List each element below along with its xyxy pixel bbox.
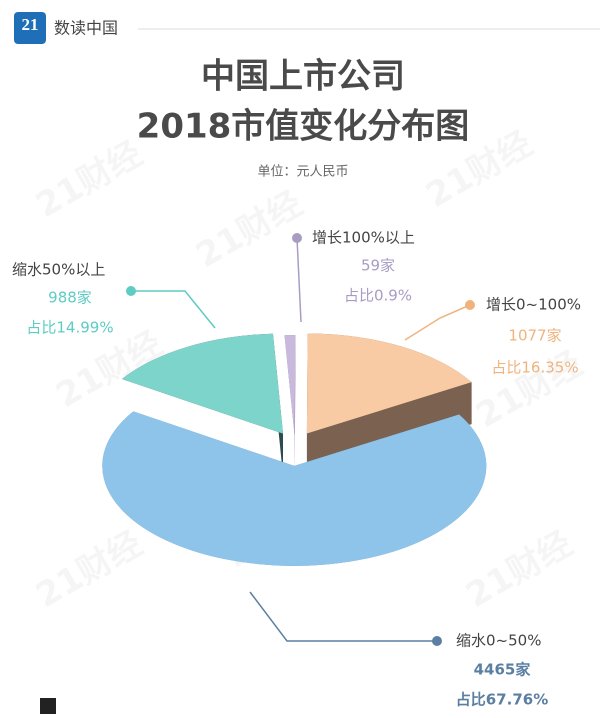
- leader-dot: [432, 636, 442, 646]
- leader-dot: [465, 300, 475, 310]
- leader-line: [249, 591, 437, 642]
- qr-code: [40, 698, 56, 714]
- slice: [306, 333, 472, 434]
- value-label: 占比14.99%: [26, 319, 113, 337]
- watermark: 21财经: [459, 524, 579, 616]
- slice: [284, 335, 296, 436]
- title-line: 中国上市公司: [201, 57, 405, 97]
- logo: 21: [22, 15, 39, 34]
- watermark: 21财经: [29, 524, 149, 616]
- count-label: 59家: [361, 257, 395, 275]
- count-label: 988家: [48, 289, 92, 307]
- category-label: 缩水0~50%: [456, 632, 541, 650]
- leader-dot: [292, 233, 302, 243]
- count-label: 1077家: [508, 327, 561, 345]
- value-label: 占比67.76%: [456, 691, 548, 709]
- watermark: 21财经: [29, 134, 149, 226]
- title-line: 2018市值变化分布图: [137, 107, 470, 147]
- count-label: 4465家: [474, 661, 531, 679]
- leader-line: [131, 290, 216, 329]
- watermark: 21财经: [189, 184, 309, 276]
- slice: [102, 411, 487, 566]
- brand: 数读中国: [54, 19, 118, 38]
- category-label: 增长0~100%: [486, 296, 581, 314]
- leader-line: [404, 304, 471, 341]
- category-label: 缩水50%以上: [12, 261, 105, 279]
- value-label: 占比0.9%: [344, 287, 412, 305]
- leader-line: [296, 237, 302, 323]
- category-label: 增长100%以上: [312, 229, 415, 247]
- logo-box: [14, 12, 46, 44]
- unit-note: 单位：元人民币: [257, 165, 348, 180]
- leader-dot: [126, 286, 136, 296]
- slice: [122, 333, 284, 434]
- value-label: 占比16.35%: [491, 359, 578, 377]
